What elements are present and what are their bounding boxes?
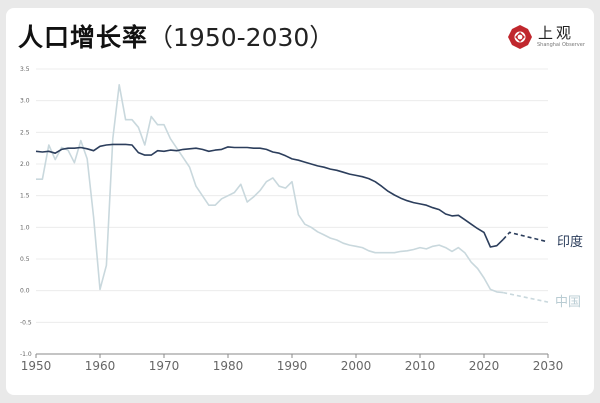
china-projection-line xyxy=(503,291,549,303)
brand-subtitle: Shanghai Observer xyxy=(537,42,585,48)
x-tick-label: 1950 xyxy=(21,359,52,373)
x-axis: 1950 1960 1970 1980 1990 2000 2010 2020 2030 xyxy=(21,353,564,373)
y-tick-label: -0.5 xyxy=(20,319,32,326)
y-tick-label: 3.5 xyxy=(20,66,30,73)
y-tick-label: 2.5 xyxy=(20,129,30,136)
chart-grid xyxy=(36,68,548,355)
china-series-label: 中国 xyxy=(555,295,581,310)
india-series-label: 印度 xyxy=(557,234,583,250)
y-tick-label: 2.0 xyxy=(20,161,30,168)
chart-card xyxy=(6,8,594,395)
x-tick-label: 1960 xyxy=(85,359,116,373)
india-series-line xyxy=(35,143,504,248)
y-tick-label: 0.5 xyxy=(20,256,30,263)
x-tick-label: 1990 xyxy=(277,359,308,373)
x-tick-label: 1970 xyxy=(149,359,180,373)
y-tick-label: 3.0 xyxy=(20,98,30,105)
x-tick-label: 2030 xyxy=(533,359,564,373)
y-tick-label: -1.0 xyxy=(20,351,32,358)
x-tick-label: 2020 xyxy=(469,359,500,373)
india-projection-line xyxy=(502,231,549,243)
x-tick-label: 2000 xyxy=(341,359,372,373)
brand-logo: 上观 Shanghai Observer xyxy=(507,24,587,50)
brand-name: 上观 xyxy=(538,24,575,42)
chart-title-main: 人口增长率 xyxy=(18,23,149,52)
y-tick-label: 1.5 xyxy=(20,193,30,200)
x-tick-label: 2010 xyxy=(405,359,436,373)
x-tick-label: 1980 xyxy=(213,359,244,373)
china-series-line xyxy=(36,84,504,294)
chart-title-range: （1950-2030） xyxy=(148,23,335,52)
brand-mark-icon xyxy=(508,25,532,49)
y-axis: -1.0 -0.5 0.0 0.5 1.0 1.5 2.0 2.5 3.0 3.5 xyxy=(20,66,32,358)
y-tick-label: 1.0 xyxy=(20,224,30,231)
y-tick-label: 0.0 xyxy=(20,288,30,295)
chart-title: 人口增长率（1950-2030） xyxy=(18,18,334,54)
chart-series xyxy=(35,84,549,303)
